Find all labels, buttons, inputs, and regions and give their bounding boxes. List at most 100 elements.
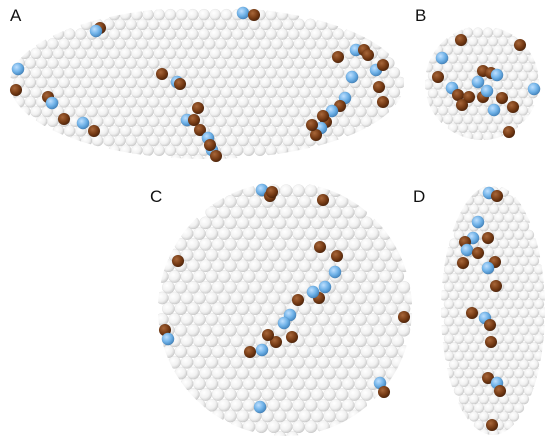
white-bead — [63, 125, 76, 137]
white-bead — [114, 134, 126, 147]
white-bead — [523, 333, 535, 344]
white-bead — [347, 388, 361, 401]
white-bead — [453, 402, 465, 414]
white-bead — [259, 115, 272, 128]
white-bead — [332, 28, 345, 40]
white-bead — [347, 259, 361, 273]
white-bead — [458, 290, 470, 301]
white-bead — [248, 96, 261, 108]
white-bead — [448, 324, 460, 336]
white-bead — [497, 36, 509, 47]
white-bead — [366, 355, 380, 369]
white-bead — [186, 259, 200, 273]
white-bead — [230, 377, 244, 391]
white-bead — [458, 376, 470, 388]
white-bead — [242, 184, 256, 198]
white-bead — [518, 324, 530, 336]
seven-fold-defect-bead — [316, 193, 330, 207]
white-bead — [226, 134, 238, 147]
white-bead — [276, 105, 289, 118]
white-bead — [326, 134, 339, 147]
panel-label-c: C — [150, 187, 163, 206]
white-bead — [231, 105, 244, 118]
panel-label-b: B — [415, 6, 427, 25]
white-bead — [226, 37, 238, 50]
white-bead — [242, 105, 255, 118]
white-bead — [391, 248, 405, 262]
white-bead — [248, 216, 262, 230]
white-bead — [211, 366, 225, 380]
white-bead — [315, 96, 328, 108]
white-bead — [205, 377, 219, 391]
white-bead — [237, 18, 250, 31]
white-bead — [538, 272, 545, 284]
white-bead — [199, 366, 213, 380]
white-bead — [279, 270, 293, 283]
white-bead — [453, 333, 465, 344]
white-bead — [223, 280, 237, 294]
white-bead — [119, 66, 132, 79]
white-bead — [220, 144, 233, 157]
white-bead — [164, 28, 177, 40]
white-bead — [448, 238, 460, 249]
white-bead — [304, 57, 317, 69]
white-bead — [153, 47, 166, 60]
white-bead — [180, 334, 194, 348]
white-bead — [292, 270, 306, 283]
seven-fold-defect-bead — [506, 100, 520, 114]
white-bead — [282, 76, 294, 89]
white-bead — [354, 377, 368, 391]
white-bead — [174, 237, 188, 251]
white-bead — [248, 302, 262, 316]
white-bead — [181, 134, 194, 147]
white-bead — [125, 76, 138, 89]
white-bead — [292, 248, 306, 262]
white-bead — [142, 105, 154, 118]
white-bead — [230, 312, 244, 326]
white-bead — [310, 345, 324, 359]
white-bead — [231, 47, 244, 60]
white-bead — [267, 377, 281, 391]
white-bead — [349, 57, 362, 69]
white-bead — [304, 18, 317, 31]
white-bead — [452, 113, 464, 125]
seven-fold-defect-bead — [187, 113, 201, 127]
white-bead — [181, 18, 194, 31]
white-bead — [186, 366, 200, 380]
white-bead — [119, 86, 132, 99]
white-bead — [473, 419, 485, 431]
white-bead — [425, 79, 434, 90]
white-bead — [236, 366, 250, 380]
white-bead — [493, 212, 505, 223]
white-bead — [522, 113, 534, 125]
white-bead — [441, 255, 450, 267]
white-bead — [372, 323, 386, 337]
white-bead — [453, 368, 465, 379]
white-bead — [279, 205, 293, 219]
white-bead — [341, 355, 355, 369]
white-bead — [452, 62, 464, 73]
white-bead — [478, 393, 490, 405]
white-bead — [248, 195, 262, 208]
white-bead — [498, 238, 510, 249]
white-bead — [261, 388, 275, 401]
white-bead — [136, 18, 149, 31]
white-bead — [242, 270, 256, 283]
white-bead — [287, 28, 300, 40]
white-bead — [502, 27, 514, 38]
white-bead — [517, 87, 529, 99]
white-bead — [125, 37, 138, 50]
white-bead — [292, 184, 306, 198]
white-bead — [186, 144, 199, 157]
white-bead — [237, 134, 250, 147]
white-bead — [199, 280, 213, 294]
white-bead — [347, 280, 361, 294]
white-bead — [279, 355, 293, 369]
white-bead — [513, 281, 525, 293]
seven-fold-defect-bead — [454, 33, 468, 47]
seven-fold-defect-bead — [191, 101, 205, 115]
white-bead — [211, 237, 225, 251]
seven-fold-defect-bead — [483, 318, 497, 332]
white-bead — [199, 259, 213, 273]
five-fold-defect-bead — [236, 6, 250, 20]
